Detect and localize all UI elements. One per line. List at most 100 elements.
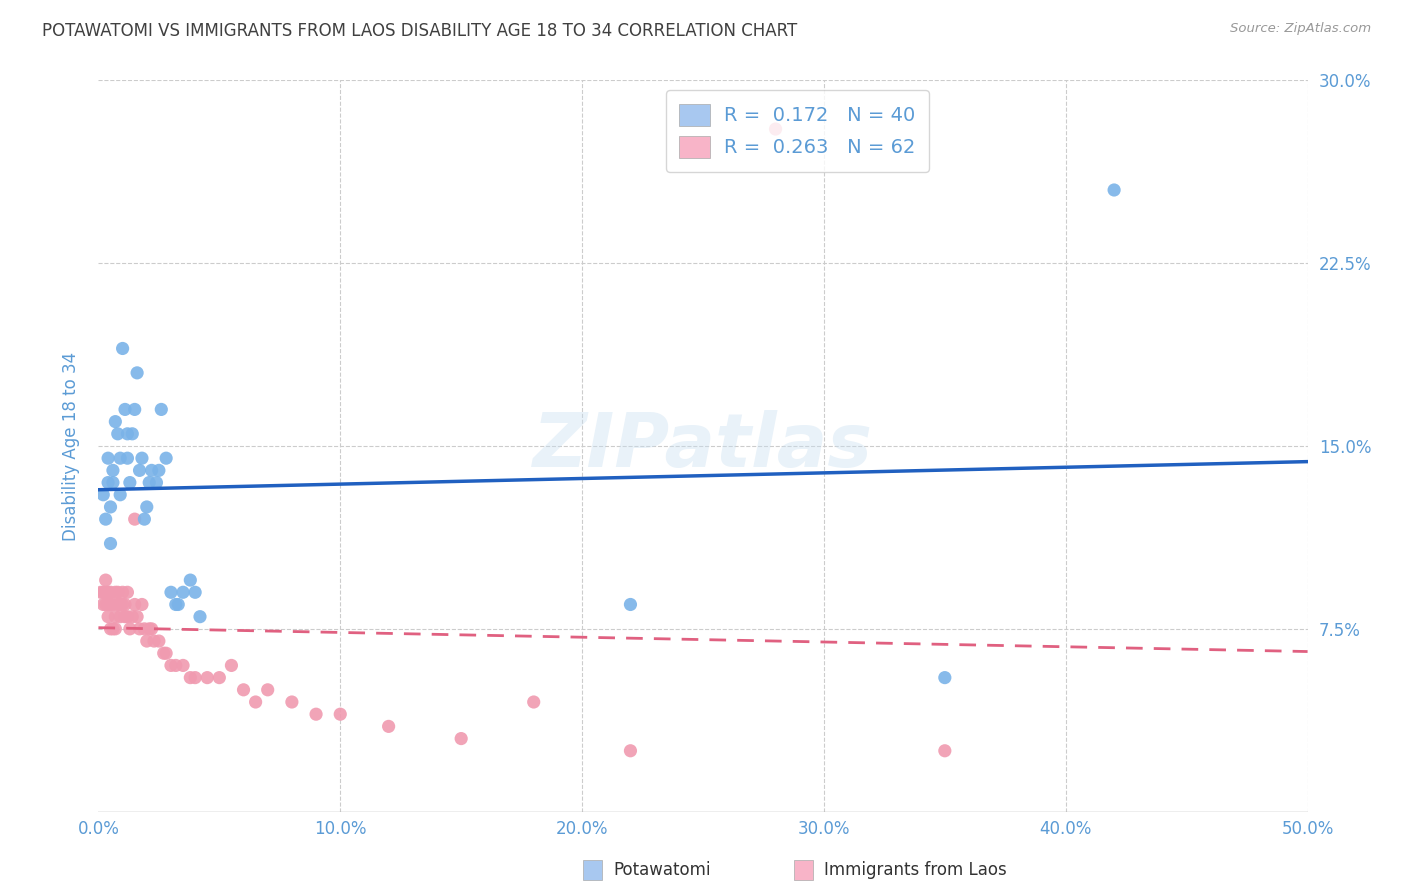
Point [97,609,120,624]
Point [135,500,157,514]
Point [148,634,170,648]
Point [108,598,131,612]
Point [104,585,127,599]
Point [97,451,120,466]
Point [141,622,163,636]
Point [90,585,112,599]
Point [100,598,122,612]
Point [245,695,267,709]
Point [135,634,157,648]
Point [114,598,136,612]
Point [107,585,129,599]
Point [138,475,160,490]
Point [152,646,174,660]
Point [97,585,120,599]
Point [108,609,131,624]
Point [184,585,207,599]
Text: POTAWATOMI VS IMMIGRANTS FROM LAOS DISABILITY AGE 18 TO 34 CORRELATION CHART: POTAWATOMI VS IMMIGRANTS FROM LAOS DISAB… [42,22,797,40]
Point [101,475,124,490]
Point [91,488,114,502]
Point [117,451,139,466]
Point [91,598,114,612]
Point [107,426,129,441]
Point [148,463,170,477]
Point [97,475,120,490]
Point [934,744,956,758]
Point [104,609,127,624]
Point [145,475,167,490]
Point [124,402,146,417]
Point [91,585,114,599]
Point [179,573,201,587]
Point [100,500,122,514]
Point [101,622,124,636]
Point [127,609,149,624]
Point [118,622,141,636]
Point [523,695,546,709]
Point [121,426,143,441]
Point [450,731,472,746]
Point [188,609,211,624]
Point [134,622,156,636]
Point [155,451,177,466]
Point [124,512,146,526]
Point [208,671,231,685]
Point [97,598,120,612]
Point [134,512,156,526]
Point [111,598,134,612]
Point [160,658,183,673]
Point [114,402,136,417]
Point [619,744,641,758]
Point [104,622,127,636]
Text: ZIPatlas: ZIPatlas [533,409,873,483]
Point [155,646,177,660]
Text: Immigrants from Laos: Immigrants from Laos [824,861,1007,879]
Point [138,622,160,636]
Point [94,512,117,526]
Point [111,342,134,356]
Point [104,415,127,429]
Point [765,122,787,136]
Point [108,488,131,502]
Point [124,598,146,612]
Point [114,609,136,624]
Point [107,598,129,612]
Point [232,682,254,697]
Point [195,671,218,685]
Point [118,475,141,490]
Point [108,451,131,466]
Point [121,609,143,624]
Point [141,463,163,477]
Legend: R =  0.172   N = 40, R =  0.263   N = 62: R = 0.172 N = 40, R = 0.263 N = 62 [666,90,929,172]
Point [619,598,641,612]
Point [160,585,183,599]
Point [143,634,166,648]
Text: Potawatomi: Potawatomi [613,861,711,879]
Point [131,451,153,466]
Point [167,598,190,612]
Point [111,585,134,599]
Point [1102,183,1125,197]
Point [128,622,150,636]
Point [100,622,122,636]
Point [934,671,956,685]
Point [281,695,304,709]
Point [377,719,399,733]
Point [305,707,328,722]
Point [127,366,149,380]
Point [117,426,139,441]
Point [100,585,122,599]
Point [165,658,187,673]
Point [179,671,201,685]
Y-axis label: Disability Age 18 to 34: Disability Age 18 to 34 [62,351,80,541]
Point [117,609,139,624]
Point [172,658,194,673]
Point [172,585,194,599]
Point [94,598,117,612]
Point [184,671,207,685]
Point [94,585,117,599]
Text: Source: ZipAtlas.com: Source: ZipAtlas.com [1230,22,1371,36]
Point [131,598,153,612]
Point [117,585,139,599]
Point [101,598,124,612]
